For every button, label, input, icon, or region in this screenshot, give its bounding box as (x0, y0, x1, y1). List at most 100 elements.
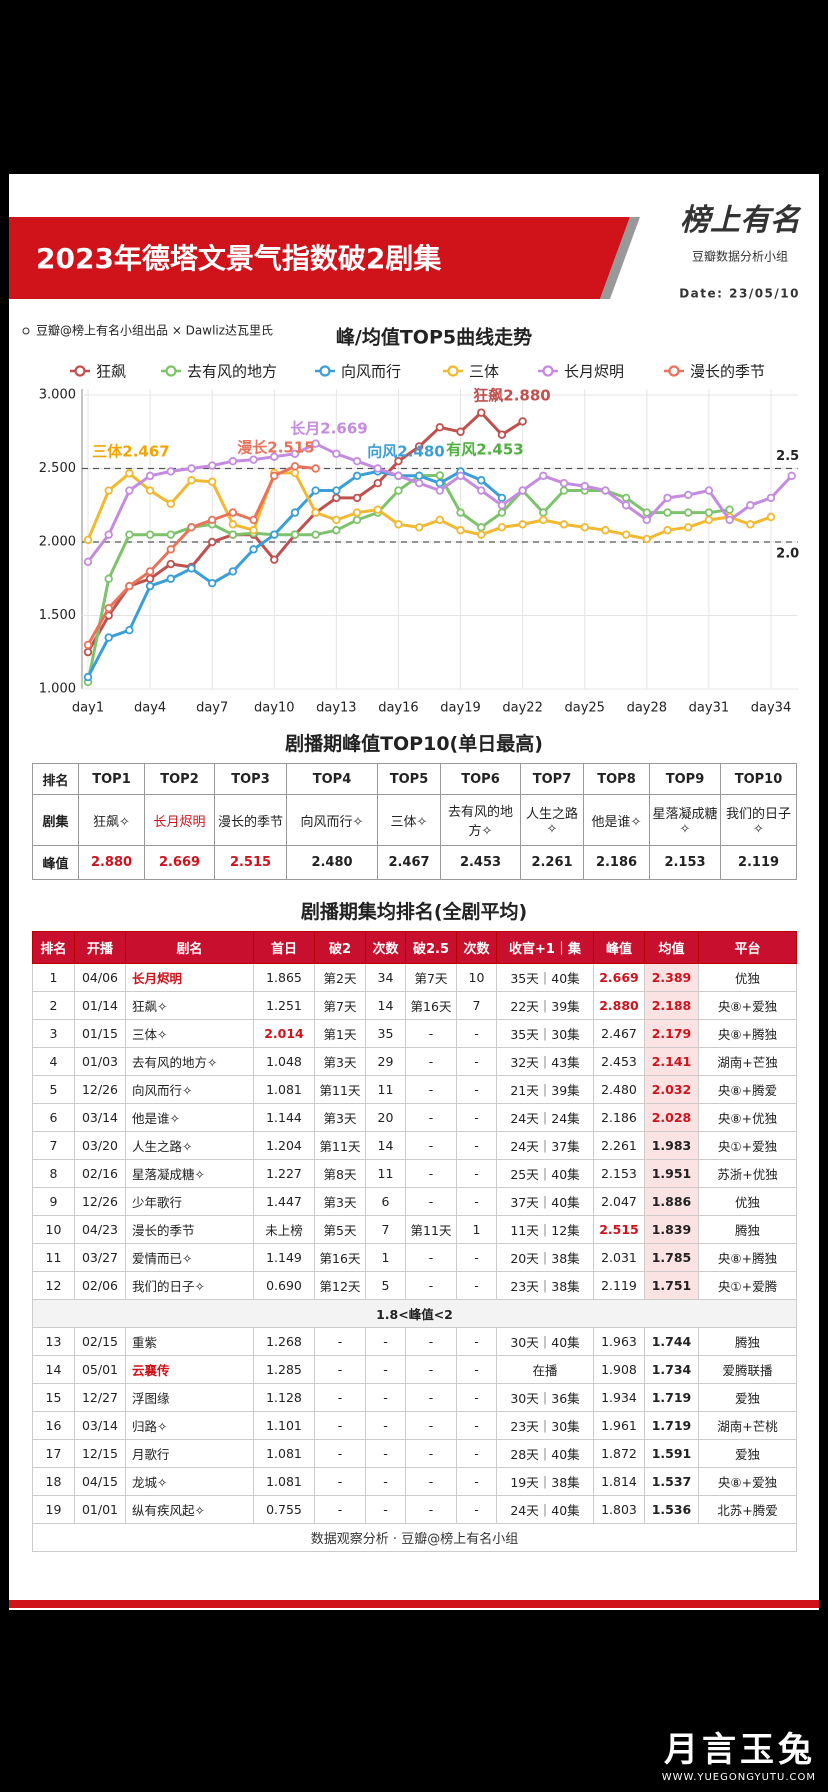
data-point (187, 564, 196, 573)
table-cell: 2.389 (644, 963, 699, 992)
table-cell: 2.014 (253, 1019, 315, 1048)
table-cell: 1.719 (644, 1411, 699, 1440)
table-cell: 9 (32, 1187, 75, 1216)
table-cell: 重紫 (125, 1327, 254, 1356)
chart-title: 峰/均值TOP5曲线走势 (336, 326, 532, 349)
table-cell: 2.467 (593, 1019, 645, 1048)
table-cell: 20 (365, 1103, 406, 1132)
avg-table-title: 剧播期集均排名(全剧平均) (300, 901, 528, 923)
y-tick-label: 2.000 (39, 535, 76, 550)
data-point (559, 520, 569, 529)
table-cell: 央⑧+爱独 (698, 1467, 797, 1496)
credit: 豆瓣@榜上有名小组出品 × Dawliz达瓦里氏 (36, 323, 273, 338)
table-cell: 14 (365, 991, 406, 1020)
data-point (166, 545, 175, 554)
table-cell: 第3天 (314, 1187, 366, 1216)
table-row: 数据观察分析 · 豆瓣@榜上有名小组 (32, 1523, 797, 1552)
table-cell: - (405, 1383, 457, 1412)
table-cell: 1.251 (253, 991, 315, 1020)
x-tick-label: day28 (627, 701, 667, 716)
table-cell: 爱腾联播 (698, 1355, 797, 1384)
data-point (83, 647, 93, 657)
table-cell: 浮图缘 (125, 1383, 254, 1412)
data-point (145, 530, 155, 539)
data-point (559, 486, 569, 495)
data-point (663, 493, 672, 503)
data-point (83, 557, 93, 567)
annotation: 有风2.453 (446, 441, 523, 459)
header-cell: 次数 (456, 931, 497, 964)
data-point (290, 508, 300, 517)
table-row: 9 12/26 少年歌行 1.447 第3天 6- -37天｜40集 2.047 1.886 优独 (32, 1187, 797, 1216)
data-point (145, 574, 155, 583)
table-cell: 14 (365, 1131, 406, 1160)
data-point (497, 430, 507, 439)
table-cell: - (405, 1131, 457, 1160)
data-point (125, 469, 134, 478)
data-point (166, 530, 175, 539)
table-cell: 34 (365, 963, 406, 992)
table-cell: 爱独 (698, 1383, 797, 1412)
data-point (207, 461, 217, 470)
legend-marker (542, 365, 554, 377)
series-line (86, 473, 730, 683)
table-row: 14 05/01 云襄传 1.285- - - - 在播 1.908 1.734 爱腾联播 (32, 1355, 797, 1384)
table-cell: 01/15 (74, 1019, 126, 1048)
table-cell: - (456, 1019, 497, 1048)
table-cell: 1.149 (253, 1243, 315, 1272)
table-cell: - (405, 1019, 457, 1048)
header-cell: 破2 (314, 931, 366, 964)
table-cell: 25天｜40集 (496, 1159, 594, 1188)
table-cell: 1.734 (644, 1355, 699, 1384)
table-cell: - (405, 1075, 457, 1104)
peak-table: 排名 TOP1 TOP2 TOP3 TOP4 TOP5 TOP6 TOP7 TOP8 TOP9 TO… (32, 763, 797, 880)
data-point (746, 501, 755, 510)
table-cell: - (314, 1467, 366, 1496)
table-cell: 1.101 (253, 1411, 315, 1440)
table-cell: 他是谁✧ (125, 1103, 254, 1132)
table-cell: 02/06 (74, 1271, 126, 1300)
table-cell: 2.480 (286, 845, 378, 880)
table-cell: 11 (32, 1243, 75, 1272)
table-cell: 2.186 (583, 845, 650, 880)
banner-stripe (600, 217, 640, 299)
table-cell: 1.081 (253, 1075, 315, 1104)
table-cell: 2.188 (644, 991, 699, 1020)
data-point (332, 493, 341, 503)
data-point (497, 523, 507, 532)
data-point (621, 530, 631, 539)
table-cell: 央⑧+腾爱 (698, 1075, 797, 1104)
table-cell: 2.669 (144, 845, 215, 880)
header-cell: TOP5 (377, 763, 441, 795)
table-cell: 人生之路✧ (520, 794, 584, 846)
data-point (456, 526, 465, 535)
table-cell: 2.153 (649, 845, 721, 880)
table-cell: 02/16 (74, 1159, 126, 1188)
data-point (104, 603, 113, 613)
data-point (166, 559, 175, 569)
table-cell: - (405, 1327, 457, 1356)
data-point (497, 508, 507, 517)
header-cell: 首日 (253, 931, 315, 964)
data-point (125, 530, 134, 539)
table-cell: 1.961 (593, 1411, 645, 1440)
table-cell: 32天｜43集 (496, 1047, 594, 1076)
data-point (394, 456, 403, 466)
table-cell: 漫长的季节 (125, 1215, 254, 1244)
table-cell: - (456, 1103, 497, 1132)
data-point (580, 523, 589, 532)
data-point (704, 486, 714, 495)
table-cell: 23天｜30集 (496, 1411, 594, 1440)
data-point (684, 508, 693, 517)
table-cell: - (314, 1439, 366, 1468)
data-point (228, 508, 238, 517)
table-cell: 央⑧+优独 (698, 1103, 797, 1132)
table-cell: 23天｜38集 (496, 1271, 594, 1300)
table-cell: 1.128 (253, 1383, 315, 1412)
table-cell: - (405, 1047, 457, 1076)
table-row: 3 01/15 三体✧ 2.014 第1天 35- -35天｜30集 2.467 2.179 央⑧… (32, 1019, 797, 1048)
data-point (477, 486, 486, 495)
table-row: 1 04/06 长月烬明 1.865 第2天 34 第7天 10 35天｜40集 2.669 2.3… (32, 963, 797, 992)
data-point (414, 471, 424, 481)
data-point (435, 479, 445, 488)
